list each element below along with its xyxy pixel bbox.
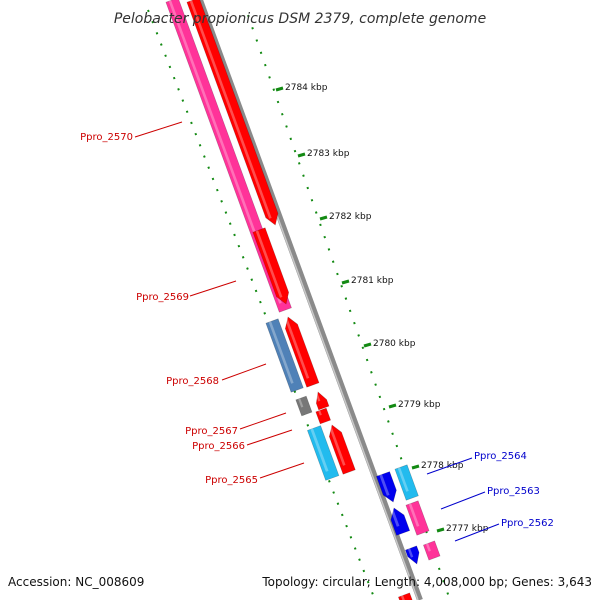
kbp-tick-mark	[363, 342, 372, 348]
kbp-tick-label: 2778 kbp	[421, 461, 464, 471]
gene-label[interactable]: Ppro_2570	[80, 132, 133, 143]
gene-leader-line	[239, 412, 287, 430]
kbp-tick-mark	[319, 215, 328, 221]
gene-label[interactable]: Ppro_2568	[166, 376, 219, 387]
gene-bar-ppro-2567-red-shine	[315, 392, 321, 402]
gene-bar-bottom	[398, 592, 413, 600]
topology-text: Topology: circular; Length: 4,008,000 bp…	[261, 575, 592, 589]
gene-label[interactable]: Ppro_2567	[185, 426, 238, 437]
gene-leader-line	[246, 429, 293, 446]
gene-bar-ppro-2565	[307, 425, 340, 481]
gene-leader-line	[426, 457, 473, 475]
gene-bar-ppro-2563-blue	[390, 507, 411, 536]
gene-bar-ppro-2566-red	[315, 407, 331, 425]
gene-bar-ppro-2565-shine	[310, 428, 329, 472]
gene-leader-line	[221, 363, 267, 381]
gene-leader-line	[189, 280, 237, 297]
kbp-tick-mark	[411, 464, 420, 470]
gene-bar-ppro-2565-red	[328, 424, 356, 475]
gene-bar-ppro-2569a-shine	[189, 0, 272, 219]
gene-bar-ppro-2563-shine	[408, 503, 420, 527]
kbp-tick-mark	[275, 86, 284, 92]
kbp-tick-mark	[436, 527, 445, 533]
kbp-tick-label: 2784 kbp	[285, 83, 328, 93]
gene-bar-ppro-2564-blue	[376, 471, 397, 503]
gene-bar-ppro-2568-shine	[268, 321, 294, 384]
gene-bar-ppro-2562	[423, 540, 441, 561]
gene-bar-ppro-2569b-shine	[255, 230, 283, 298]
gene-bar-ppro-2562-blue-shine	[407, 548, 414, 558]
gene-leader-line	[259, 462, 305, 479]
gene-bar-ppro-2569a	[186, 0, 279, 226]
gene-bar-ppro-2567	[295, 395, 313, 417]
gene-bar-ppro-2567-shine	[298, 398, 304, 408]
kbp-tick-label: 2777 kbp	[446, 524, 489, 534]
gene-leader-line	[440, 491, 486, 510]
gene-bar-ppro-2568	[265, 318, 304, 393]
gene-label[interactable]: Ppro_2565	[205, 475, 258, 486]
gene-bar-bottom-shine	[400, 595, 405, 600]
guide-lines	[147, 9, 451, 600]
gene-bar-ppro-2565-red-shine	[328, 425, 346, 466]
kbp-tick-label: 2783 kbp	[307, 149, 350, 159]
gene-bar-ppro-2569b	[252, 227, 290, 305]
genome-backbone	[197, 0, 423, 600]
gene-bar-ppro-2568-red	[284, 316, 320, 388]
kbp-tick-mark	[297, 152, 306, 158]
gene-bar-ppro-2562-shine	[425, 543, 431, 552]
kbp-ticks: 2784 kbp 2783 kbp 2782 kbp 2781 kbp 2780 kbp…	[275, 83, 489, 534]
gene-bar-ppro-2564-shine	[397, 467, 409, 492]
accession-text: Accession: NC_008609	[8, 575, 144, 589]
gene-label[interactable]: Ppro_2569	[136, 292, 189, 303]
gene-label[interactable]: Ppro_2564	[474, 451, 527, 462]
inner-dotted-line	[147, 9, 376, 600]
gene-bar-ppro-2562-blue	[405, 545, 420, 565]
gene-labels: Ppro_2570 Ppro_2569 Ppro_2568 Ppro_2567 Ppro…	[80, 121, 554, 542]
kbp-tick-label: 2782 kbp	[329, 212, 372, 222]
kbp-tick-mark	[388, 403, 397, 409]
gene-bar-ppro-2564-blue-shine	[379, 474, 390, 496]
map-title: Pelobacter propionicus DSM 2379, complet…	[114, 11, 486, 27]
gene-label[interactable]: Ppro_2563	[487, 486, 540, 497]
gene-label[interactable]: Ppro_2562	[501, 518, 554, 529]
gene-bar-ppro-2568-red-shine	[284, 317, 310, 379]
gene-leader-line	[134, 121, 183, 138]
gene-label[interactable]: Ppro_2566	[192, 441, 245, 452]
gene-bar-ppro-2563-blue-shine	[390, 508, 400, 527]
gene-bar-ppro-2567-red	[315, 391, 330, 411]
gene-features	[165, 0, 441, 600]
gene-bar-ppro-2566-red-shine	[318, 410, 322, 416]
kbp-tick-label: 2781 kbp	[351, 276, 394, 286]
gene-bar-ppro-2563	[405, 500, 430, 536]
gene-bar-ppro-2564	[394, 464, 419, 501]
kbp-tick-mark	[341, 279, 350, 285]
kbp-tick-label: 2779 kbp	[398, 400, 441, 410]
gene-leader-line	[454, 523, 500, 542]
kbp-tick-label: 2780 kbp	[373, 339, 416, 349]
